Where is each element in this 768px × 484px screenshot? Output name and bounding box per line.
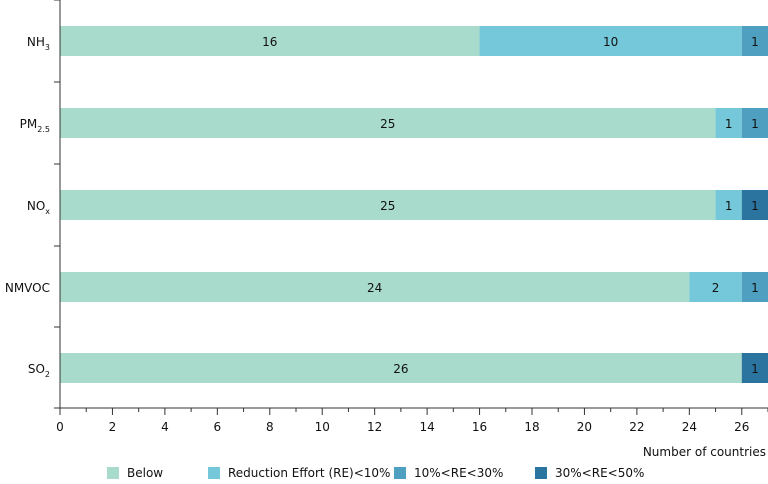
legend-label-re-lt-10: Reduction Effort (RE)<10% [228, 466, 391, 480]
legend-swatch-re-10-30 [394, 467, 406, 479]
bar-value-label: 16 [262, 35, 277, 49]
legend-swatch-re-30-50 [535, 467, 547, 479]
bar-value-label: 1 [751, 35, 759, 49]
category-label: NOx [27, 199, 50, 216]
bar-segment [60, 26, 480, 56]
bar-value-label: 10 [603, 35, 618, 49]
x-tick-label: 20 [577, 420, 592, 434]
x-axis-label: Number of countries [643, 445, 766, 459]
bar-segment [689, 272, 742, 302]
legend-item-below: Below [107, 466, 163, 480]
bar-value-label: 25 [380, 199, 395, 213]
bar-value-label: 26 [393, 362, 408, 376]
bar-segment [479, 26, 742, 56]
category-label: PM2.5 [20, 117, 50, 134]
x-tick-label: 22 [629, 420, 644, 434]
bar-value-label: 1 [725, 117, 733, 131]
x-tick-label: 2 [109, 420, 117, 434]
legend-item-re-30-50: 30%<RE<50% [535, 466, 644, 480]
bar-value-label: 1 [725, 199, 733, 213]
category-label: NMVOC [5, 281, 50, 295]
legend-item-re-10-30: 10%<RE<30% [394, 466, 503, 480]
x-tick-label: 4 [161, 420, 169, 434]
bar-segment [715, 190, 742, 220]
x-tick-label: 16 [472, 420, 487, 434]
legend-label-below: Below [127, 466, 164, 480]
x-tick-label: 26 [734, 420, 749, 434]
bar-segment [741, 26, 768, 56]
legend: Below Reduction Effort (RE)<10% 10%<RE<3… [0, 466, 768, 484]
x-tick-label: 10 [315, 420, 330, 434]
bar-segment [741, 353, 768, 383]
bar-value-label: 1 [751, 117, 759, 131]
bar-value-label: 24 [367, 281, 382, 295]
bar-value-label: 2 [712, 281, 720, 295]
x-tick-label: 8 [266, 420, 274, 434]
legend-swatch-re-lt-10 [208, 467, 220, 479]
bar-segment [741, 272, 768, 302]
bar-value-label: 1 [751, 281, 759, 295]
bar-value-label: 1 [751, 362, 759, 376]
bar-segment [60, 272, 690, 302]
legend-item-re-lt-10: Reduction Effort (RE)<10% [208, 466, 390, 480]
x-tick-label: 0 [56, 420, 64, 434]
x-tick-label: 24 [682, 420, 697, 434]
x-tick-label: 12 [367, 420, 382, 434]
bar-value-label: 25 [380, 117, 395, 131]
bar-segment [60, 108, 716, 138]
bar-value-label: 1 [751, 199, 759, 213]
category-label: NH3 [27, 35, 50, 52]
x-tick-label: 6 [214, 420, 222, 434]
bar-segment [741, 108, 768, 138]
bar-segment [60, 190, 716, 220]
x-tick-label: 18 [524, 420, 539, 434]
x-tick-label: 14 [419, 420, 434, 434]
category-label: SO2 [28, 362, 50, 379]
bar-segment [715, 108, 742, 138]
bar-segment [741, 190, 768, 220]
legend-label-re-30-50: 30%<RE<50% [555, 466, 645, 480]
bar-segment [60, 353, 742, 383]
legend-swatch-below [107, 467, 119, 479]
legend-label-re-10-30: 10%<RE<30% [414, 466, 504, 480]
